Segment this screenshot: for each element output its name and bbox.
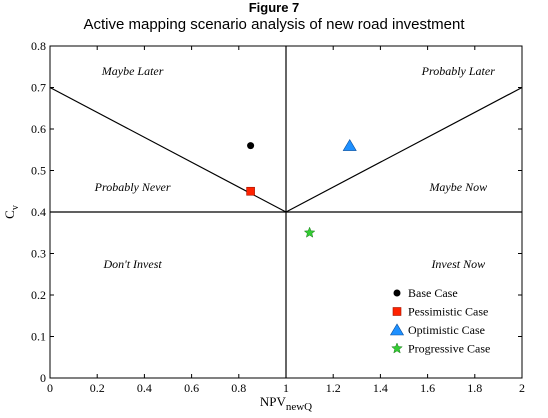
legend-marker-optimistic-case [389,323,405,336]
x-tick-label: 0.4 [137,381,152,395]
x-tick-label: 0.8 [231,381,246,395]
x-tick-label: 0.6 [184,381,199,395]
y-tick-label: 0.6 [31,122,46,136]
y-tick-label: 0.3 [31,247,46,261]
x-tick-label: 1.4 [373,381,388,395]
y-tick-label: 0.2 [31,288,46,302]
legend-label-progressive-case: Progressive Case [408,342,490,356]
zone-labels: Maybe Later Probably Later Probably Never M… [94,64,496,271]
legend-box [385,282,516,360]
legend-label-base-case: Base Case [408,286,458,300]
y-tick-label: 0.4 [31,205,46,219]
figure-label: Figure 7 [248,0,300,15]
zone-label-probably-never: Probably Never [94,180,171,194]
zone-label-maybe-later: Maybe Later [101,64,164,78]
legend-label-optimistic-case: Optimistic Case [408,323,485,337]
x-tick-label: 1.8 [467,381,482,395]
x-tick-label: 2 [519,381,525,395]
boundary-line-1 [285,86,523,213]
data-points [246,139,357,238]
legend: Base Case Pessimistic Case Optimistic Case… [385,282,516,360]
point-base-case [247,142,255,150]
x-axis-label: NPVnewQ [260,394,312,413]
x-axis-label-main: NPV [260,394,287,409]
x-axis-ticks: 0 0.2 0.4 0.6 0.8 1 1.2 1.4 1.6 1.8 2 [47,46,525,395]
x-axis-label-subscript: newQ [286,401,312,413]
zone-label-maybe-now: Maybe Now [428,180,487,194]
point-progressive-case [303,226,316,238]
y-tick-label: 0.7 [31,81,46,95]
chart-title: Active mapping scenario analysis of new … [83,16,465,33]
point-pessimistic-case [246,186,255,196]
y-tick-label: 0.1 [31,330,46,344]
x-tick-label: 1 [283,381,289,395]
x-tick-label: 0 [47,381,53,395]
zone-label-invest-now: Invest Now [430,257,485,271]
point-optimistic-case [342,139,357,151]
y-axis-ticks: 0 0.1 0.2 0.3 0.4 0.5 0.6 0.7 0.8 [31,39,522,385]
y-axis-label-subscript: v [10,205,21,210]
legend-label-pessimistic-case: Pessimistic Case [408,305,488,319]
x-tick-label: 1.2 [326,381,341,395]
x-tick-label: 0.2 [90,381,105,395]
y-axis-label-main: C [2,210,17,219]
x-tick-label: 1.6 [420,381,435,395]
zone-label-probably-later: Probably Later [421,64,496,78]
y-tick-label: 0.5 [31,164,46,178]
y-axis-label: Cv [2,205,21,219]
y-tick-label: 0 [40,371,46,385]
legend-marker-pessimistic-case [392,307,402,316]
legend-marker-progressive-case [391,342,403,354]
y-tick-label: 0.8 [31,39,46,53]
legend-marker-base-case [393,289,401,297]
zone-label-don-t-invest: Don't Invest [102,257,162,271]
